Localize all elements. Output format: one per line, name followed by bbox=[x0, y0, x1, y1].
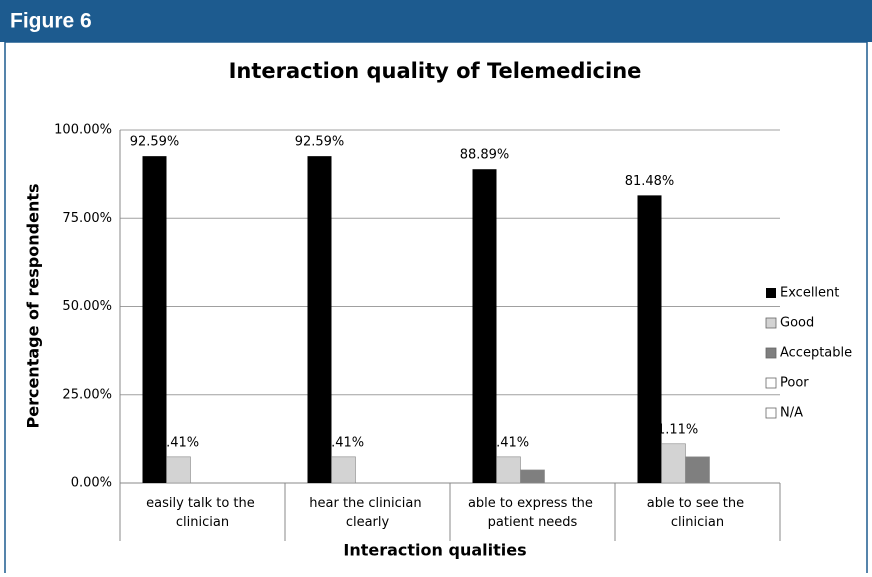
legend-label: Good bbox=[780, 316, 814, 331]
data-label: 88.89% bbox=[460, 148, 510, 163]
data-label: 81.48% bbox=[625, 174, 675, 189]
data-label: 7.41% bbox=[323, 435, 364, 450]
x-tick-label: able to express the patient needs bbox=[468, 496, 597, 530]
bar bbox=[637, 195, 662, 483]
chart-title: Interaction quality of Telemedicine bbox=[229, 59, 642, 83]
data-label: 7.41% bbox=[158, 435, 199, 450]
data-label: 92.59% bbox=[295, 135, 345, 150]
y-tick-label: 25.00% bbox=[62, 387, 112, 402]
legend-label: Poor bbox=[780, 376, 809, 391]
bar bbox=[142, 156, 167, 484]
figure-frame bbox=[4, 41, 868, 577]
x-axis-label: Interaction qualities bbox=[343, 541, 526, 560]
data-label: 92.59% bbox=[130, 135, 180, 150]
legend-label: N/A bbox=[780, 406, 803, 421]
y-tick-label: 75.00% bbox=[62, 211, 112, 226]
bar bbox=[472, 169, 497, 483]
header-bar bbox=[0, 0, 872, 42]
bar bbox=[307, 156, 332, 484]
bar bbox=[496, 456, 521, 484]
figure-label: Figure 6 bbox=[10, 10, 92, 33]
bar bbox=[166, 456, 191, 484]
legend-swatch bbox=[765, 377, 777, 389]
x-tick-label: hear the clinician clearly bbox=[309, 496, 425, 530]
x-tick-label: able to see the clinician bbox=[647, 496, 749, 530]
legend-swatch bbox=[766, 288, 776, 298]
y-tick-label: 0.00% bbox=[71, 476, 112, 491]
y-axis-label: Percentage of respondents bbox=[24, 183, 43, 428]
legend-swatch bbox=[765, 317, 777, 329]
bar bbox=[331, 456, 356, 484]
bar bbox=[661, 443, 686, 484]
legend-swatch bbox=[765, 347, 777, 359]
legend-label: Acceptable bbox=[780, 346, 852, 361]
data-label: 7.41% bbox=[488, 435, 529, 450]
legend-label: Excellent bbox=[780, 286, 839, 301]
bar bbox=[685, 456, 710, 484]
bar bbox=[520, 469, 545, 484]
x-tick-label: easily talk to the clinician bbox=[146, 496, 259, 530]
legend-swatch bbox=[765, 407, 777, 419]
y-tick-label: 100.00% bbox=[54, 123, 112, 138]
y-tick-label: 50.00% bbox=[62, 299, 112, 314]
